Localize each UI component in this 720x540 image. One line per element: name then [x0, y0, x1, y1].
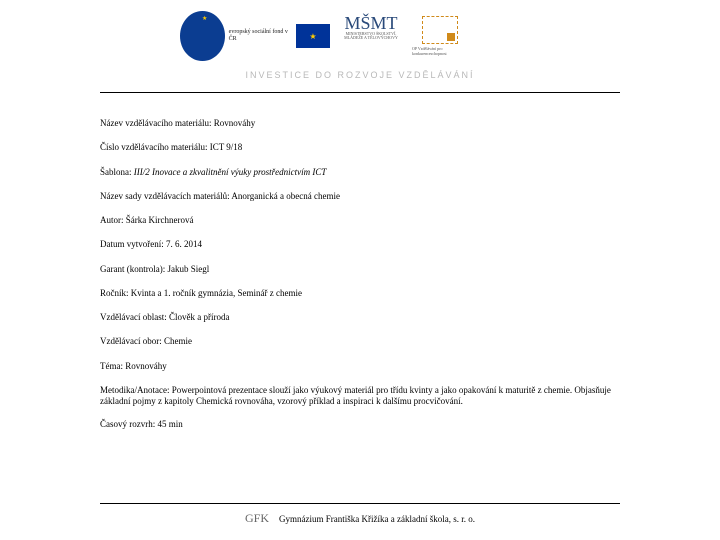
esf-stars-icon [180, 11, 225, 61]
line-sablona-value: III/2 Inovace a zkvalitnění výuky prostř… [134, 167, 327, 177]
bottom-rule [100, 503, 620, 504]
msmt-logo: MŠMT MINISTERSTVO ŠKOLSTVÍ, MLÁDEŽE A TĚ… [336, 14, 406, 58]
line-autor: Autor: Šárka Kirchnerová [100, 215, 640, 226]
line-tema: Téma: Rovnováhy [100, 361, 640, 372]
op-logo: OP Vzdělávání pro konkurenceschopnost [412, 14, 468, 58]
footer-text: Gymnázium Františka Křižíka a základní š… [279, 514, 475, 524]
line-metodika: Metodika/Anotace: Powerpointová prezenta… [100, 385, 640, 408]
line-sablona-label: Šablona: [100, 167, 134, 177]
msmt-symbol: MŠMT [344, 14, 397, 32]
op-box-icon [422, 16, 458, 44]
line-cas: Časový rozvrh: 45 min [100, 419, 640, 430]
top-rule [100, 92, 620, 93]
document-body: Název vzdělávacího materiálu: Rovnováhy … [100, 118, 640, 444]
esf-logo: evropský sociální fond v ČR [180, 10, 290, 62]
footer-logo: GFK [245, 511, 269, 526]
line-sablona: Šablona: III/2 Inovace a zkvalitnění výu… [100, 167, 640, 178]
header-subtitle: INVESTICE DO ROZVOJE VZDĚLÁVÁNÍ [180, 70, 540, 80]
line-oblast: Vzdělávací oblast: Člověk a příroda [100, 312, 640, 323]
header-logo-row: evropský sociální fond v ČR ★ MŠMT MINIS… [180, 8, 540, 64]
footer: GFK Gymnázium Františka Křižíka a základ… [0, 511, 720, 526]
line-garant: Garant (kontrola): Jakub Siegl [100, 264, 640, 275]
line-datum: Datum vytvoření: 7. 6. 2014 [100, 239, 640, 250]
line-obor: Vzdělávací obor: Chemie [100, 336, 640, 347]
op-text: OP Vzdělávání pro konkurenceschopnost [412, 46, 468, 56]
line-rocnik: Ročník: Kvinta a 1. ročník gymnázia, Sem… [100, 288, 640, 299]
line-nazev-materialu: Název vzdělávacího materiálu: Rovnováhy [100, 118, 640, 129]
msmt-text: MINISTERSTVO ŠKOLSTVÍ, MLÁDEŽE A TĚLOVÝC… [336, 32, 406, 40]
esf-text: evropský sociální fond v ČR [229, 29, 290, 42]
eu-flag-icon: ★ [296, 24, 330, 48]
line-nazev-sady: Název sady vzdělávacích materiálů: Anorg… [100, 191, 640, 202]
line-cislo-materialu: Číslo vzdělávacího materiálu: ICT 9/18 [100, 142, 640, 153]
